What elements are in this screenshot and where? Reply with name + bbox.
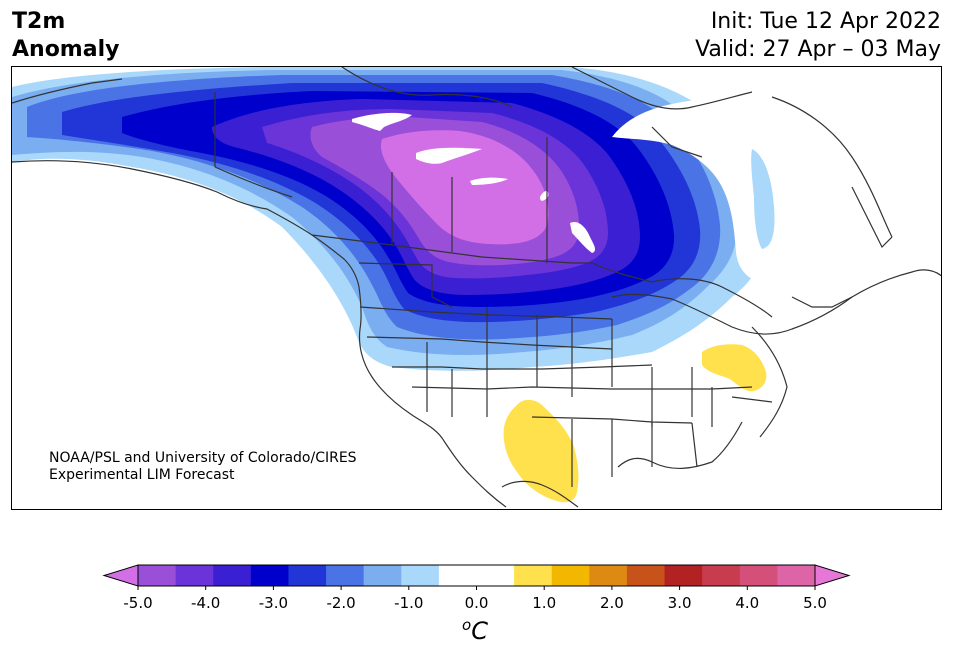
hudson-bay bbox=[612, 67, 941, 298]
lake-winnipegosis bbox=[540, 191, 549, 201]
colorbar-tick-label: -5.0 bbox=[123, 594, 152, 612]
lake-great-slave bbox=[416, 147, 482, 164]
colorbar-swatch bbox=[401, 565, 440, 586]
colorbar-tick-label: 5.0 bbox=[803, 594, 827, 612]
map-title: T2m Anomaly bbox=[12, 8, 119, 64]
lake-athabasca bbox=[470, 177, 508, 185]
lake-great-bear bbox=[352, 112, 412, 131]
colorbar-tick-label: -4.0 bbox=[191, 594, 220, 612]
colorbar-swatch bbox=[664, 565, 703, 586]
credit-line-1: NOAA/PSL and University of Colorado/CIRE… bbox=[49, 450, 357, 466]
colorbar: -5.0 -4.0 -3.0 -2.0 -1.0 0.0 1.0 2.0 3.0 4.0 5.0 bbox=[102, 564, 851, 612]
unit-label: oC bbox=[462, 616, 488, 645]
colorbar-tick-label: 2.0 bbox=[600, 594, 624, 612]
colorbar-tick-label: -2.0 bbox=[326, 594, 355, 612]
colorbar-swatch bbox=[702, 565, 741, 586]
unit-degree: o bbox=[462, 616, 472, 634]
anomaly-label: Anomaly bbox=[12, 37, 120, 62]
credit-line-2: Experimental LIM Forecast bbox=[49, 467, 235, 483]
variable-label: T2m bbox=[12, 9, 66, 34]
init-date: Init: Tue 12 Apr 2022 bbox=[710, 9, 941, 34]
colorbar-extend-low bbox=[102, 564, 139, 587]
temperature-anomaly-map bbox=[11, 66, 942, 510]
colorbar-swatch bbox=[213, 565, 252, 586]
colorbar-swatch bbox=[326, 565, 365, 586]
warm-anomaly-east bbox=[702, 344, 767, 392]
colorbar-tick-label: 3.0 bbox=[668, 594, 692, 612]
colorbar-swatch bbox=[138, 565, 177, 586]
colorbar-tick-label: -3.0 bbox=[259, 594, 288, 612]
anomaly-band-minus5-small bbox=[510, 231, 524, 244]
valid-date: Valid: 27 Apr – 03 May bbox=[695, 37, 941, 62]
lake-winnipeg bbox=[570, 221, 596, 253]
political-boundaries bbox=[12, 67, 941, 508]
colorbar-tick-label: 0.0 bbox=[465, 594, 489, 612]
colorbar-swatch bbox=[739, 565, 778, 586]
colorbar-tick-label: 4.0 bbox=[735, 594, 759, 612]
colorbar-extend-high bbox=[814, 564, 851, 587]
unit-symbol: C bbox=[471, 617, 488, 645]
hudson-bay-light-ring bbox=[751, 149, 775, 249]
colorbar-tick-label: 1.0 bbox=[532, 594, 556, 612]
colorbar-swatch bbox=[438, 565, 477, 586]
colorbar-swatch bbox=[175, 565, 214, 586]
warm-anomaly-southwest bbox=[503, 399, 579, 503]
colorbar-tick-label: -1.0 bbox=[394, 594, 423, 612]
colorbar-swatch bbox=[514, 565, 553, 586]
colorbar-swatch bbox=[363, 565, 402, 586]
colorbar-swatch bbox=[288, 565, 327, 586]
map-canvas bbox=[12, 67, 941, 508]
date-info: Init: Tue 12 Apr 2022 Valid: 27 Apr – 03… bbox=[695, 8, 941, 64]
colorbar-swatch bbox=[551, 565, 590, 586]
colorbar-swatch bbox=[476, 565, 515, 586]
colorbar-swatch bbox=[626, 565, 666, 586]
colorbar-swatch bbox=[589, 565, 628, 586]
credit-text: NOAA/PSL and University of Colorado/CIRE… bbox=[49, 450, 357, 484]
colorbar-swatch bbox=[777, 565, 816, 586]
colorbar-swatch bbox=[250, 565, 289, 586]
